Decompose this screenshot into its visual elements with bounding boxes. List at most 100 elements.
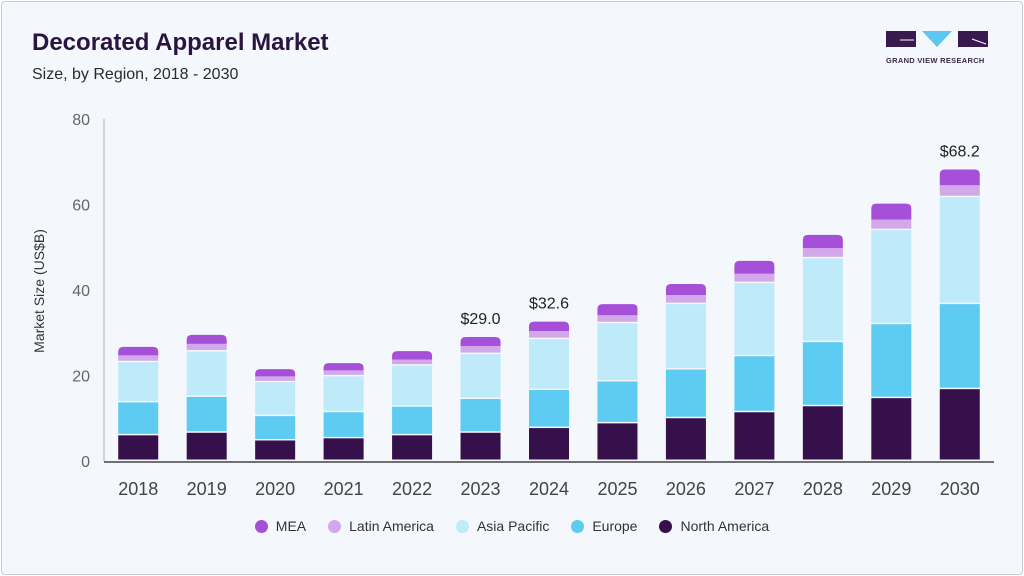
bar-segment-latin-america: [734, 273, 775, 282]
legend: MEA Latin America Asia Pacific Europe North …: [2, 518, 1022, 534]
bar-segment-mea: [871, 203, 912, 220]
y-tick-label: 80: [72, 112, 90, 129]
legend-item: Europe: [571, 518, 637, 534]
bar-segment-asia-pacific: [802, 258, 843, 341]
bar-segment-europe: [802, 342, 843, 405]
bar-segment-asia-pacific: [665, 304, 706, 369]
x-tick-label: 2027: [734, 479, 774, 499]
bar-segment-north-america: [734, 412, 775, 460]
bar-segment-asia-pacific: [529, 339, 569, 389]
grand-view-research-logo: GRAND VIEW RESEARCH: [886, 30, 988, 65]
y-tick-label: 0: [81, 454, 90, 471]
bar-segment-europe: [323, 412, 364, 437]
bar-segment-europe: [529, 390, 569, 427]
x-tick-label: 2022: [392, 479, 432, 499]
bar-segment-europe: [186, 396, 227, 432]
bar-segment-latin-america: [597, 315, 638, 322]
bar-segment-asia-pacific: [871, 230, 912, 323]
stacked-bar-chart: 0 20 40 60 80 Market Size (US$B) 2018 2019 2020 2…: [31, 112, 994, 499]
legend-label: Asia Pacific: [476, 518, 550, 534]
total-value-label: $29.0: [461, 311, 501, 328]
bar-segment-north-america: [529, 428, 569, 460]
x-tick-label: 2030: [940, 479, 980, 499]
bar-segment-latin-america: [323, 370, 364, 375]
x-tick-label: 2023: [461, 479, 501, 499]
chart-title: Decorated Apparel Market: [32, 29, 329, 56]
bar-segment-mea: [460, 337, 501, 347]
bar-segment-north-america: [323, 438, 364, 460]
legend-swatch: [659, 519, 673, 533]
bar-segment-asia-pacific: [392, 365, 433, 406]
bar-segment-europe: [665, 369, 706, 417]
bar-segment-latin-america: [529, 331, 569, 338]
bar-segment-north-america: [939, 389, 980, 460]
total-value-label: $68.2: [940, 143, 980, 160]
bar-segment-asia-pacific: [939, 197, 980, 303]
x-tick-label: 2025: [597, 479, 637, 499]
bar-segment-europe: [392, 406, 433, 434]
bar-segment-latin-america: [186, 343, 227, 351]
bar-segment-mea: [529, 321, 569, 332]
bar-segment-mea: [939, 169, 980, 186]
legend-item: Latin America: [328, 518, 434, 534]
legend-swatch: [328, 519, 342, 533]
bar-segment-asia-pacific: [118, 362, 159, 401]
bar-segment-europe: [939, 304, 980, 388]
bar-segment-europe: [871, 324, 912, 397]
bar-segment-latin-america: [939, 185, 980, 196]
logo-text: GRAND VIEW RESEARCH: [886, 56, 985, 65]
bar-segment-mea: [255, 369, 296, 377]
x-tick-label: 2024: [529, 479, 569, 499]
bar-segment-asia-pacific: [323, 376, 364, 411]
bar-segment-asia-pacific: [186, 351, 227, 396]
bar-segment-mea: [186, 334, 227, 344]
x-tick-label: 2028: [803, 479, 843, 499]
legend-item: North America: [659, 518, 769, 534]
legend-label: Latin America: [349, 518, 434, 534]
bar-segment-mea: [118, 346, 159, 356]
bar-segment-north-america: [186, 432, 227, 460]
bar-segment-asia-pacific: [597, 323, 638, 380]
y-tick-label: 40: [72, 283, 90, 300]
bar-segment-mea: [734, 260, 775, 274]
bar-segment-asia-pacific: [734, 283, 775, 355]
legend-swatch: [254, 519, 268, 533]
bar-segment-latin-america: [871, 219, 912, 229]
legend-item: Asia Pacific: [455, 518, 550, 534]
bar-segment-north-america: [460, 432, 501, 460]
legend-swatch: [571, 519, 585, 533]
x-tick-label: 2020: [255, 479, 295, 499]
legend-label: North America: [680, 518, 770, 534]
bar-segment-latin-america: [118, 355, 159, 361]
bar-segment-asia-pacific: [460, 354, 501, 398]
y-axis-title: Market Size (US$B): [31, 229, 47, 353]
total-value-label: $32.6: [529, 296, 569, 313]
bar-segment-latin-america: [255, 376, 296, 381]
y-tick-label: 60: [72, 198, 90, 215]
bar-segment-mea: [392, 351, 433, 360]
bar-segment-north-america: [118, 435, 159, 460]
bar-segment-north-america: [665, 418, 706, 460]
bar-segment-latin-america: [802, 248, 843, 257]
bar-segment-north-america: [392, 435, 433, 460]
x-tick-label: 2021: [324, 479, 364, 499]
bar-segment-mea: [323, 363, 364, 371]
x-tick-label: 2026: [666, 479, 706, 499]
legend-label: Europe: [592, 518, 638, 534]
chart-subtitle: Size, by Region, 2018 - 2030: [32, 66, 239, 83]
bar-segment-mea: [802, 234, 843, 249]
bar-segment-europe: [597, 381, 638, 422]
logo-mark-icon: [886, 31, 988, 47]
bar-segment-latin-america: [460, 346, 501, 353]
x-tick-label: 2029: [871, 479, 911, 499]
bar-segment-latin-america: [392, 359, 433, 365]
legend-item: MEA: [254, 518, 307, 534]
legend-label: MEA: [275, 518, 307, 534]
x-tick-label: 2018: [118, 479, 158, 499]
bar-segment-europe: [255, 416, 296, 439]
bar-segment-europe: [118, 402, 159, 434]
legend-swatch: [455, 519, 469, 533]
bar-segment-north-america: [802, 406, 843, 460]
bar-segment-north-america: [597, 423, 638, 460]
